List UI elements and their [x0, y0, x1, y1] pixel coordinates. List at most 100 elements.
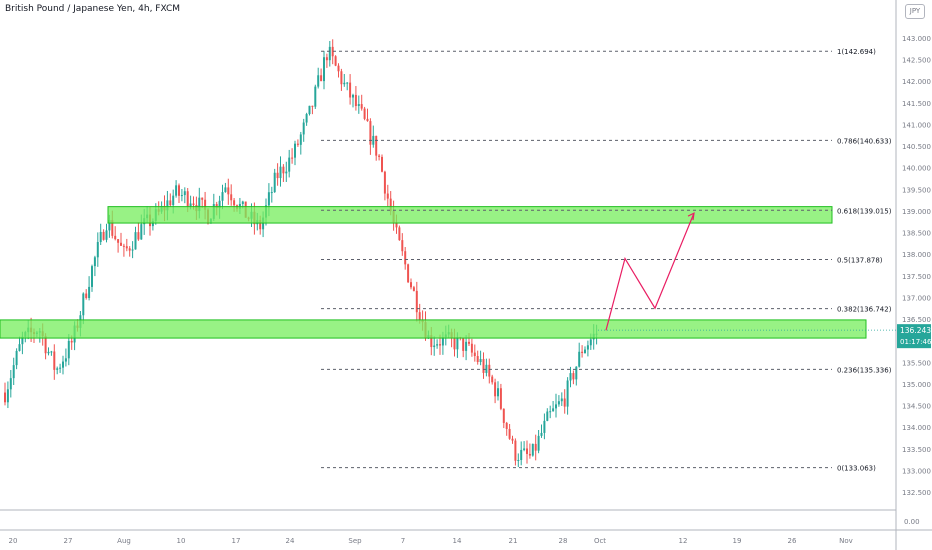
candle-body [198, 197, 201, 212]
candle-body [337, 65, 340, 72]
candle-body [221, 192, 224, 201]
candle-body [285, 171, 288, 174]
candle-body [317, 75, 320, 87]
candle-body [105, 230, 108, 240]
candle-body [102, 231, 105, 240]
candle-body [291, 157, 294, 159]
candle-body [328, 46, 331, 61]
y-tick-label: 135.000 [902, 381, 931, 389]
candle-body [439, 344, 441, 346]
candle-body [465, 341, 468, 351]
candle-body [50, 351, 53, 353]
projection-arrowhead [687, 212, 695, 221]
candle-body [288, 157, 291, 172]
candle-body [511, 438, 514, 441]
candle-body [543, 420, 546, 433]
candle-body [85, 293, 88, 299]
candle-body [4, 392, 6, 403]
candle-body [6, 389, 9, 403]
candle-body [47, 351, 50, 354]
candle-body [572, 373, 575, 380]
candle-body [270, 192, 273, 194]
y-tick-label: 133.500 [902, 446, 931, 454]
candle-body [122, 245, 125, 247]
fib-label: 0.5(137.878) [837, 256, 883, 264]
projection-line[interactable] [605, 212, 695, 331]
current-price-value: 136.243 [900, 326, 931, 335]
candle-body [470, 343, 473, 353]
candle-body [494, 382, 497, 397]
time-axis[interactable]: 20 27 Aug 10 17 24 Sep 7 14 21 28 Oct 12 19 26 Nov [9, 537, 853, 545]
candle-body [531, 443, 534, 456]
candle-body [325, 57, 328, 61]
y-tick-label: 132.500 [902, 489, 931, 497]
candle-body [575, 366, 578, 380]
currency-badge[interactable]: JPY [905, 4, 925, 19]
y-tick-label: 137.000 [902, 294, 931, 302]
projection-path [605, 212, 695, 331]
x-tick-label: 10 [177, 537, 186, 545]
candle-body [566, 380, 569, 407]
candle-body [372, 135, 375, 145]
x-tick-label: 21 [509, 537, 518, 545]
zone-rect[interactable] [107, 206, 833, 224]
candle-body [526, 448, 528, 454]
candle-body [308, 105, 311, 115]
fib-label: 0.236(135.336) [837, 366, 892, 374]
candle-body [488, 364, 491, 377]
candle-body [44, 336, 47, 354]
x-tick-label: Sep [348, 537, 362, 545]
x-tick-label: Aug [117, 537, 131, 545]
candle-body [514, 440, 517, 461]
candle-body [59, 367, 62, 369]
candle-body [346, 82, 349, 84]
price-axis[interactable]: 143.000 142.500 142.000 141.500 141.000 140.5… [902, 35, 931, 526]
candle-body [218, 200, 221, 209]
candle-body [91, 266, 93, 287]
y-tick-label: 133.000 [902, 467, 931, 475]
candle-body [360, 104, 363, 109]
current-price-label: 136.243 01:17:46 [598, 324, 932, 349]
x-tick-label: 26 [788, 537, 797, 545]
candle-body [227, 187, 230, 195]
x-tick-label: 19 [733, 537, 742, 545]
candle-body [273, 172, 276, 193]
candle-body [175, 185, 178, 196]
candle-body [401, 240, 404, 252]
candle-body [259, 220, 262, 230]
candle-body [505, 422, 508, 429]
y-tick-label: 139.000 [902, 208, 931, 216]
candle-body [468, 341, 470, 344]
candle-body [502, 408, 505, 423]
y-tick-label: 134.000 [902, 424, 931, 432]
candle-body [485, 364, 488, 373]
fibonacci-retracement: 1(142.694) 0.786(140.633) 0.618(139.015) 0.… [321, 48, 892, 473]
x-tick-label: 20 [9, 537, 18, 545]
candle-body [560, 398, 563, 402]
candle-body [528, 453, 531, 456]
candle-body [137, 232, 140, 240]
candle-body [18, 344, 21, 351]
candle-body [398, 227, 401, 241]
candle-body [9, 378, 12, 390]
candle-body [114, 235, 117, 240]
fib-label: 0.786(140.633) [837, 137, 892, 145]
candle-body [555, 404, 557, 409]
candle-body [584, 349, 586, 354]
zone-rect[interactable] [0, 319, 867, 339]
candle-body [128, 248, 131, 251]
candle-body [201, 197, 204, 200]
candle-body [523, 448, 526, 450]
y-tick-label: 139.500 [902, 186, 931, 194]
x-tick-label: 28 [559, 537, 568, 545]
candle-body [349, 82, 352, 98]
y-tick-label: 134.500 [902, 403, 931, 411]
y-tick-label: 141.500 [902, 100, 931, 108]
candle-body [314, 86, 317, 107]
fib-label: 0(133.063) [837, 465, 876, 473]
candle-body [482, 359, 485, 373]
y-tick-label: 141.000 [902, 121, 931, 129]
candle-body [517, 459, 520, 461]
candle-body [363, 108, 366, 119]
